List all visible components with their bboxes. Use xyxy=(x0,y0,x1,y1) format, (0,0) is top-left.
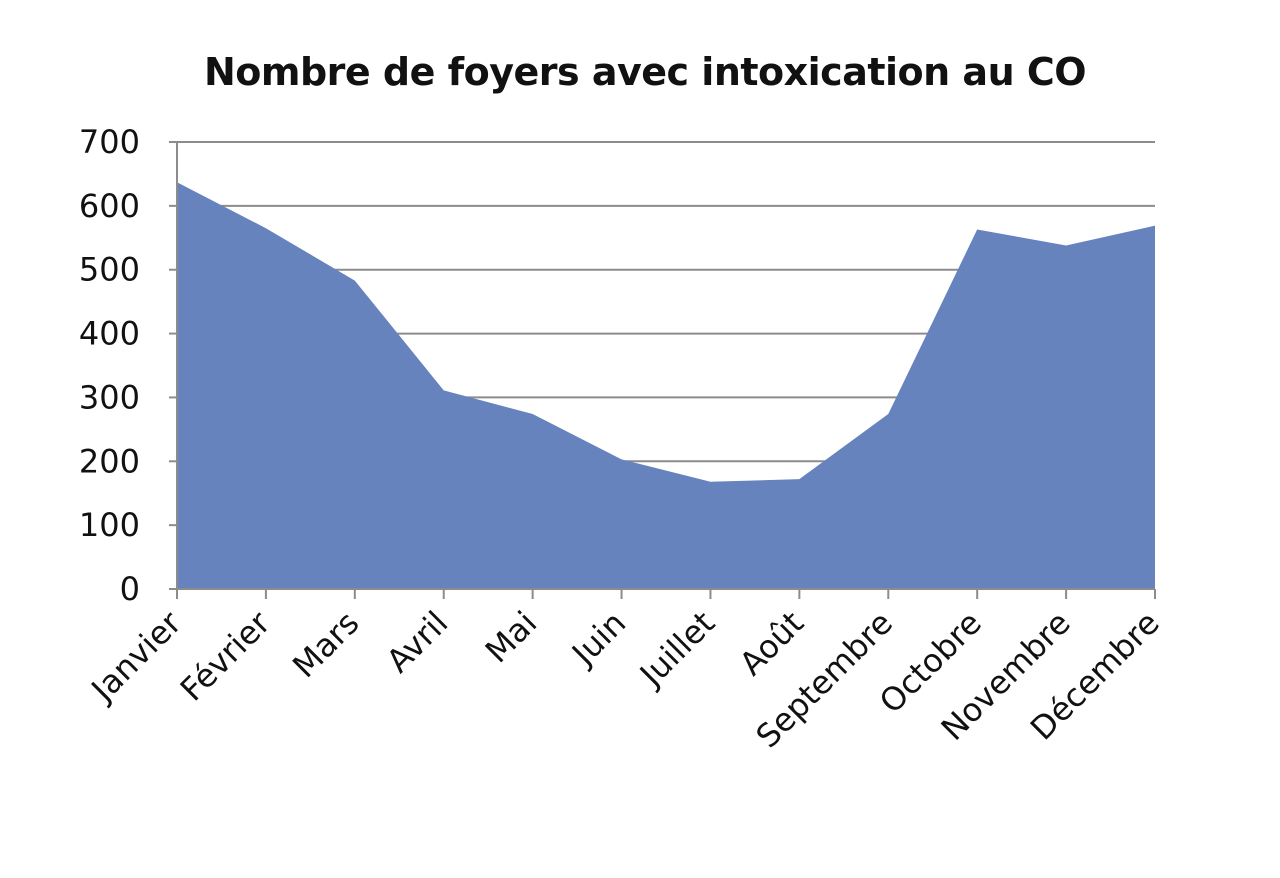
y-tick-label: 700 xyxy=(79,123,140,161)
area-fill xyxy=(177,182,1155,590)
chart-title: Nombre de foyers avec intoxication au CO xyxy=(203,50,1087,94)
x-tick-label: Août xyxy=(732,604,811,683)
x-tick-label: Mars xyxy=(285,604,366,685)
x-tick-label: Mai xyxy=(478,604,545,671)
axes xyxy=(169,141,1156,599)
x-tick-label: Juillet xyxy=(631,604,722,695)
y-tick-labels: 0 100 200 300 400 500 600 700 xyxy=(79,123,140,608)
x-tick-label: Janvier xyxy=(83,603,190,710)
y-tick-label: 500 xyxy=(79,251,140,289)
x-tick-label: Avril xyxy=(379,604,455,680)
y-tick-label: 300 xyxy=(79,378,140,416)
x-tick-label: Février xyxy=(173,603,278,708)
y-tick-label: 400 xyxy=(79,315,140,353)
y-tick-label: 200 xyxy=(79,442,140,480)
y-tick-label: 600 xyxy=(79,187,140,225)
y-tick-label: 0 xyxy=(120,570,140,608)
x-tick-label: Juin xyxy=(563,604,633,674)
y-tick-label: 100 xyxy=(79,506,140,544)
area-series xyxy=(177,182,1155,590)
